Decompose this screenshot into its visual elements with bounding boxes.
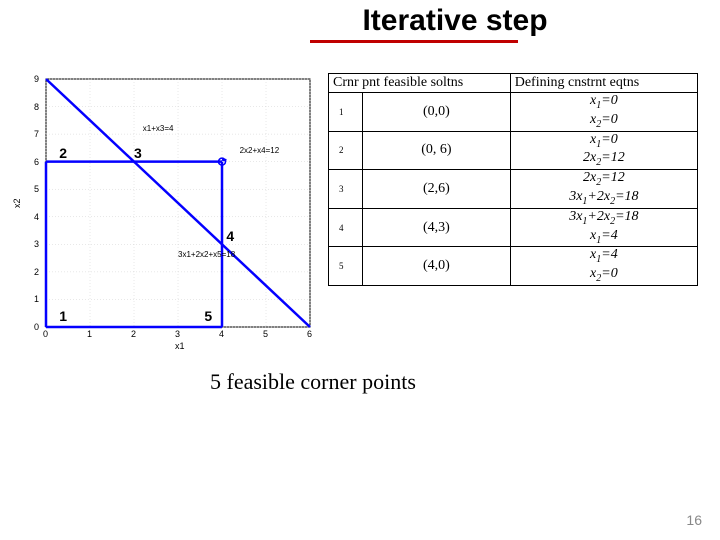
feasible-region-chart: x2 x1 0123456012345678912345x1+x3=42x2+x… xyxy=(10,73,320,363)
row-index: 2 xyxy=(329,131,363,170)
corner-label: 1 xyxy=(59,308,67,324)
table-row: 2(0, 6)x1=02x2=12 xyxy=(329,131,698,170)
row-equations: 3x1+2x2=18x1=4 xyxy=(510,208,697,247)
corner-label: 3 xyxy=(134,145,142,161)
page-title: Iterative step xyxy=(0,0,720,38)
y-axis-label: x2 xyxy=(12,198,22,208)
row-solution: (4,3) xyxy=(363,208,511,247)
corner-label: 4 xyxy=(226,228,234,244)
constraint-label: 2x2+x4=12 xyxy=(240,146,280,155)
row-equations: x1=0x2=0 xyxy=(510,93,697,132)
constraint-label: x1+x3=4 xyxy=(143,124,174,133)
corner-label: 5 xyxy=(204,308,212,324)
col-header-solns: Crnr pnt feasible soltns xyxy=(329,74,511,93)
table-row: 3(2,6)2x2=123x1+2x2=18 xyxy=(329,170,698,209)
row-solution: (2,6) xyxy=(363,170,511,209)
row-index: 3 xyxy=(329,170,363,209)
table-row: 5(4,0)x1=4x2=0 xyxy=(329,247,698,286)
chart-svg xyxy=(10,73,320,353)
caption: 5 feasible corner points xyxy=(210,369,720,395)
row-index: 4 xyxy=(329,208,363,247)
content-row: x2 x1 0123456012345678912345x1+x3=42x2+x… xyxy=(0,73,720,363)
corner-points-table: Crnr pnt feasible soltns Defining cnstrn… xyxy=(328,73,698,286)
x-axis-label: x1 xyxy=(175,341,185,351)
row-solution: (4,0) xyxy=(363,247,511,286)
table-row: 4(4,3)3x1+2x2=18x1=4 xyxy=(329,208,698,247)
constraint-label: 3x1+2x2+x5=18 xyxy=(178,250,235,259)
col-header-eqns: Defining cnstrnt eqtns xyxy=(510,74,697,93)
row-equations: x1=02x2=12 xyxy=(510,131,697,170)
corner-points-table-area: Crnr pnt feasible soltns Defining cnstrn… xyxy=(328,73,698,363)
row-equations: x1=4x2=0 xyxy=(510,247,697,286)
row-solution: (0,0) xyxy=(363,93,511,132)
corner-label: 2 xyxy=(59,145,67,161)
title-underline xyxy=(310,40,518,43)
row-equations: 2x2=123x1+2x2=18 xyxy=(510,170,697,209)
page-number: 16 xyxy=(686,512,702,528)
row-solution: (0, 6) xyxy=(363,131,511,170)
row-index: 1 xyxy=(329,93,363,132)
table-row: 1(0,0)x1=0x2=0 xyxy=(329,93,698,132)
row-index: 5 xyxy=(329,247,363,286)
